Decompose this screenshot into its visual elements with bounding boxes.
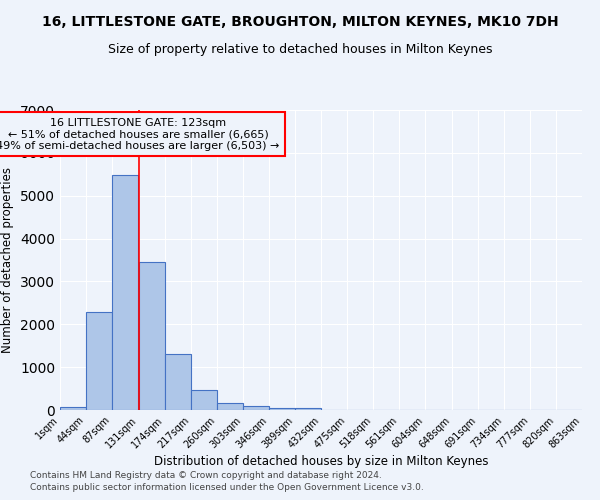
Text: Size of property relative to detached houses in Milton Keynes: Size of property relative to detached ho…	[108, 42, 492, 56]
Text: Contains public sector information licensed under the Open Government Licence v3: Contains public sector information licen…	[30, 483, 424, 492]
Bar	[112, 174, 138, 410]
Bar	[86, 312, 112, 410]
Y-axis label: Number of detached properties: Number of detached properties	[1, 167, 14, 353]
Bar	[269, 408, 295, 410]
Bar	[191, 390, 217, 410]
Text: 16 LITTLESTONE GATE: 123sqm
← 51% of detached houses are smaller (6,665)
49% of : 16 LITTLESTONE GATE: 123sqm ← 51% of det…	[0, 118, 280, 151]
Bar	[165, 354, 191, 410]
Bar	[243, 406, 269, 410]
Bar	[217, 404, 243, 410]
Text: 16, LITTLESTONE GATE, BROUGHTON, MILTON KEYNES, MK10 7DH: 16, LITTLESTONE GATE, BROUGHTON, MILTON …	[41, 15, 559, 29]
Bar	[60, 407, 86, 410]
Bar	[295, 408, 321, 410]
Text: Contains HM Land Registry data © Crown copyright and database right 2024.: Contains HM Land Registry data © Crown c…	[30, 470, 382, 480]
Bar	[139, 262, 165, 410]
X-axis label: Distribution of detached houses by size in Milton Keynes: Distribution of detached houses by size …	[154, 456, 488, 468]
